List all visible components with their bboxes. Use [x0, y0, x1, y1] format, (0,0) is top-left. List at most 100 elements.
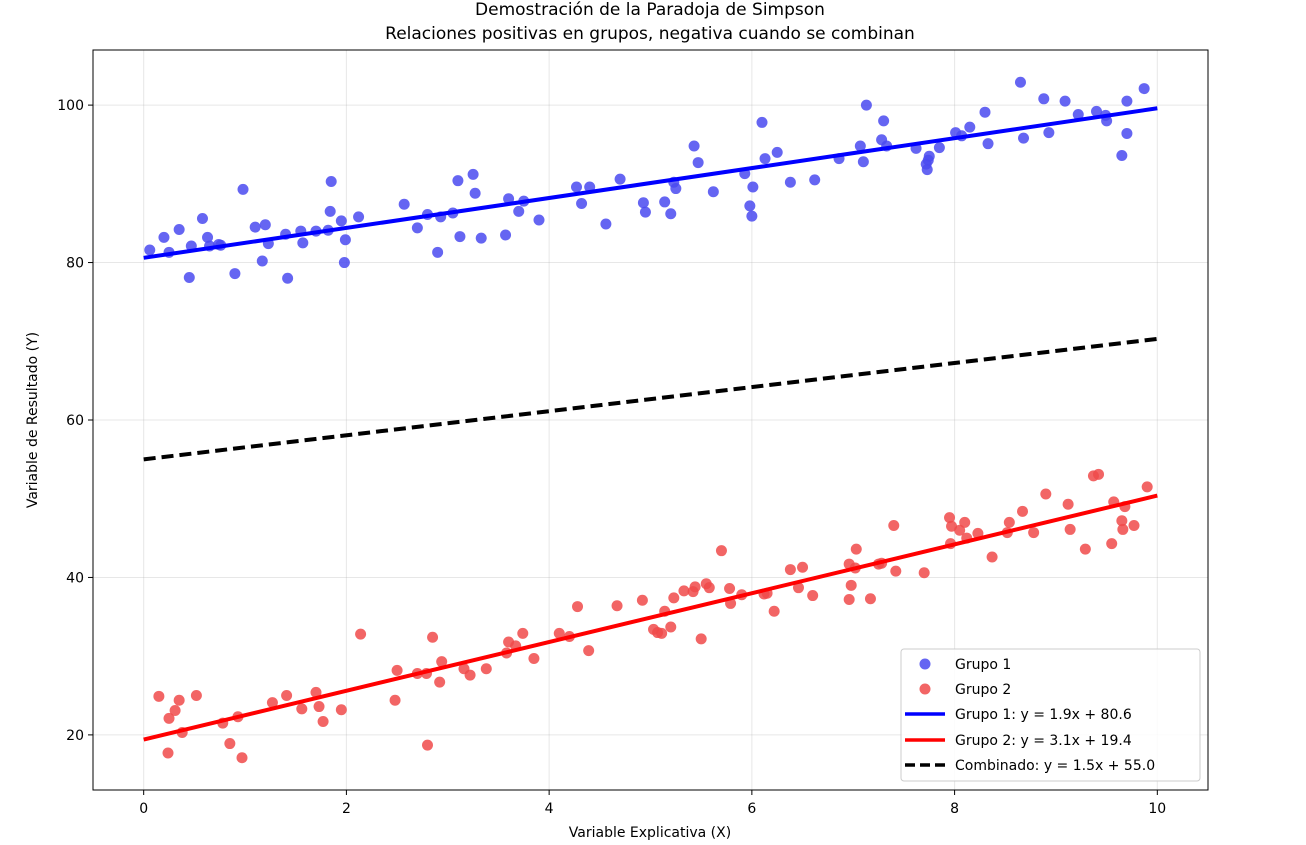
grupo-2-point [656, 627, 668, 639]
grupo-1-point [1018, 132, 1030, 144]
grupo-2-point [163, 712, 175, 724]
grupo-2-point [1003, 516, 1015, 528]
grupo-2-point [665, 621, 677, 633]
grupo-2-point [389, 694, 401, 706]
legend-marker-grupo-2 [919, 683, 931, 695]
grupo-2-point [1141, 481, 1153, 493]
grupo-1-point [659, 196, 671, 208]
grupo-2-point [313, 701, 325, 713]
grupo-2-point [1062, 498, 1074, 510]
grupo-1-point [500, 229, 512, 241]
legend-marker-grupo-1 [919, 658, 931, 670]
y-tick-label: 80 [66, 256, 84, 272]
grupo-1-point [297, 237, 309, 249]
grupo-2-point [715, 545, 727, 557]
grupo-1-point [571, 181, 583, 193]
grupo-1-point [1059, 95, 1071, 107]
legend-label-grupo-2: Grupo 2 [955, 682, 1011, 698]
x-tick-label: 2 [342, 801, 351, 817]
grupo-1-point [1121, 95, 1133, 107]
grupo-1-point [1138, 83, 1150, 95]
axis-ticks: 0 2 4 6 8 10 20 40 60 80 100 [57, 98, 1166, 817]
grupo-1-point [475, 232, 487, 244]
grupo-2-point [427, 631, 439, 643]
grupo-1-point [922, 154, 934, 166]
grupo-2-point [864, 593, 876, 605]
grupo-2-point [317, 716, 329, 728]
fit-line-2 [143, 106, 1158, 260]
grupo-1-point [259, 219, 271, 231]
grupo-2-point [954, 524, 966, 536]
grupo-2-point [1106, 538, 1118, 550]
grupo-2-point [890, 565, 902, 577]
grupo-2-point [784, 564, 796, 576]
grupo-2-point [162, 747, 174, 759]
chart-title-line-1: Demostración de la Paradoja de Simpson [475, 0, 825, 20]
grid [93, 50, 1208, 790]
grupo-2-point [1079, 543, 1091, 555]
grupo-2-point [517, 627, 529, 639]
grupo-2-point [310, 686, 322, 698]
grupo-1-point [454, 231, 466, 243]
grupo-1-point [229, 268, 241, 280]
grupo-1-point [1121, 127, 1133, 139]
legend: Grupo 1 Grupo 2 Grupo 1: y = 1.9x + 80.6… [900, 648, 1201, 782]
y-tick-label: 40 [66, 570, 84, 586]
grupo-1-point [771, 146, 783, 158]
grupo-1-point [144, 244, 156, 256]
grupo-2-point [281, 690, 293, 702]
grupo-2-point [153, 690, 165, 702]
grupo-1-point [857, 156, 869, 168]
grupo-2-point [391, 664, 403, 676]
grupo-2-point [959, 516, 971, 528]
grupo-2-point [422, 739, 433, 751]
grupo-2-point [355, 628, 367, 640]
legend-box [900, 648, 1201, 782]
grupo-2-point [224, 738, 236, 750]
legend-label-grupo-1-fit: Grupo 1: y = 1.9x + 80.6 [955, 707, 1132, 723]
grupo-1-point [503, 193, 515, 205]
fit-line-4 [143, 336, 1158, 462]
grupo-1-point [809, 174, 821, 186]
grupo-1-point [338, 257, 350, 269]
x-tick-label: 4 [545, 801, 554, 817]
grupo-2-point [236, 752, 248, 764]
grupo-2-point [434, 676, 446, 688]
grupo-2-point [480, 663, 492, 675]
grupo-2-point [695, 633, 707, 645]
grupo-1-point [1091, 105, 1102, 117]
grupo-1-point [637, 197, 649, 209]
y-tick-label: 20 [66, 728, 84, 744]
grupo-1-point [282, 272, 294, 284]
grupo-1-point [860, 99, 872, 111]
grupo-2-point [528, 653, 540, 665]
grupo-1-point [467, 168, 479, 180]
grupo-1-point [746, 210, 758, 222]
y-tick-label: 100 [57, 98, 84, 114]
grupo-2-point [169, 704, 181, 716]
grupo-2-point [335, 704, 347, 716]
plot-series [143, 76, 1158, 764]
grupo-2-point [724, 582, 736, 594]
grupo-2-point [266, 697, 278, 709]
grupo-2-point [1093, 468, 1105, 480]
grupo-1-point [665, 208, 677, 220]
grupo-1-point [1014, 76, 1026, 88]
grupo-1-point [614, 173, 626, 185]
grupo-1-point [469, 187, 481, 199]
grupo-2-point [944, 512, 956, 524]
legend-label-combinado-fit: Combinado: y = 1.5x + 55.0 [955, 758, 1155, 774]
grupo-2-point [768, 605, 780, 617]
grupo-1-point [784, 176, 796, 188]
grupo-1-point [692, 157, 704, 169]
legend-label-grupo-1: Grupo 1 [955, 657, 1011, 673]
grupo-1-point [921, 164, 933, 176]
grupo-1-point [249, 221, 261, 233]
grupo-1-point [411, 222, 423, 234]
grupo-1-point [237, 183, 249, 195]
grupo-1-point [670, 183, 682, 195]
fit-line-3 [143, 493, 1158, 742]
grupo-1-point [256, 255, 268, 267]
grupo-2-point [843, 593, 855, 605]
